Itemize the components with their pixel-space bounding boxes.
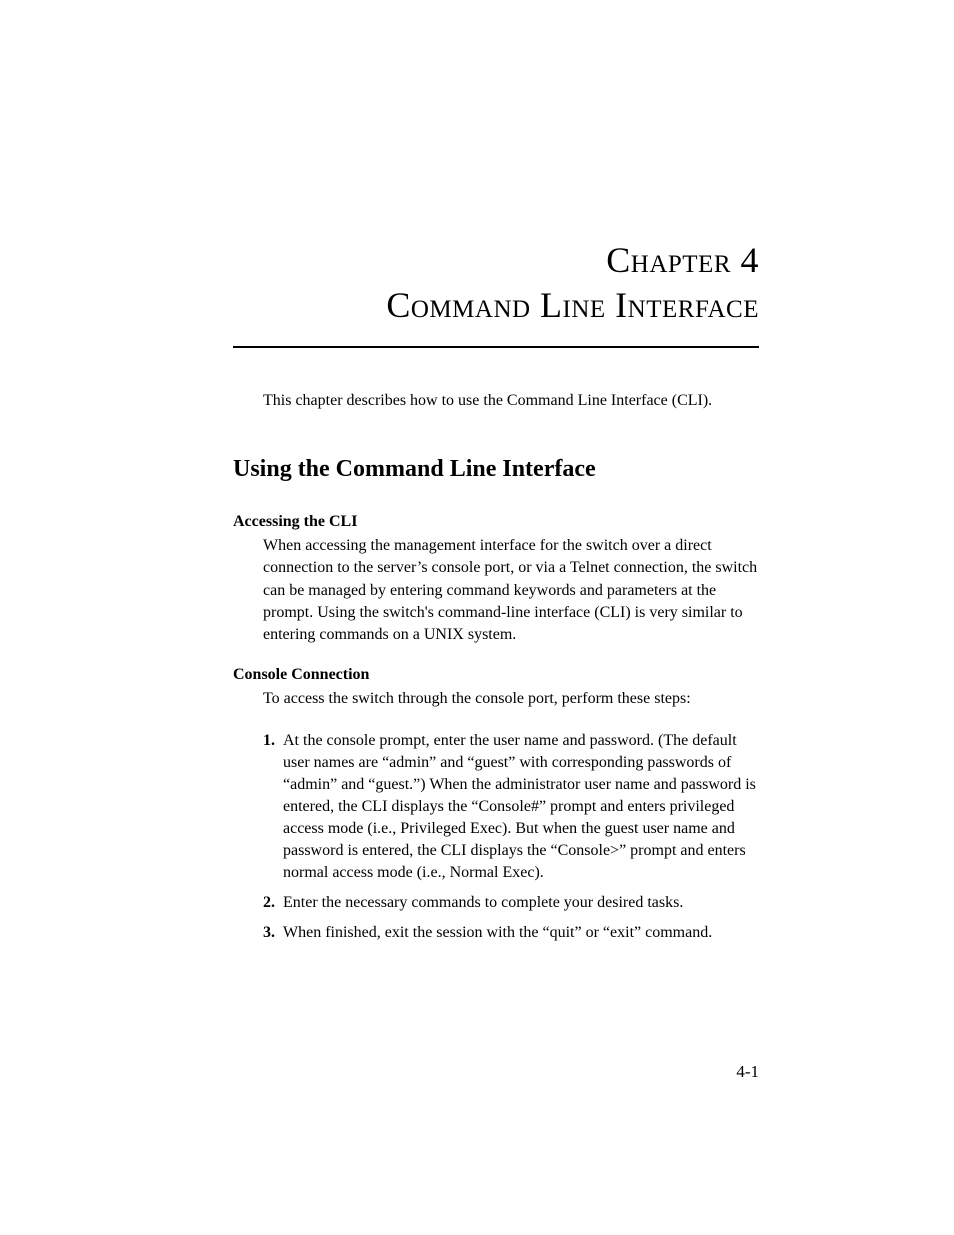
chapter-header: Chapter 4 Command Line Interface: [233, 238, 759, 348]
chapter-intro: This chapter describes how to use the Co…: [263, 390, 759, 412]
step-item: Enter the necessary commands to complete…: [263, 892, 759, 914]
section-heading: Using the Command Line Interface: [233, 456, 759, 483]
subheading-accessing: Accessing the CLI: [233, 513, 759, 531]
page-number: 4-1: [736, 1062, 759, 1082]
subheading-console: Console Connection: [233, 666, 759, 684]
steps-list: At the console prompt, enter the user na…: [263, 730, 759, 945]
chapter-title: Command Line Interface: [233, 283, 759, 328]
chapter-label: Chapter 4: [233, 238, 759, 283]
step-item: At the console prompt, enter the user na…: [263, 730, 759, 885]
step-item: When finished, exit the session with the…: [263, 922, 759, 944]
body-console: To access the switch through the console…: [263, 688, 759, 710]
page: Chapter 4 Command Line Interface This ch…: [0, 0, 954, 1235]
body-accessing: When accessing the management interface …: [263, 535, 759, 645]
